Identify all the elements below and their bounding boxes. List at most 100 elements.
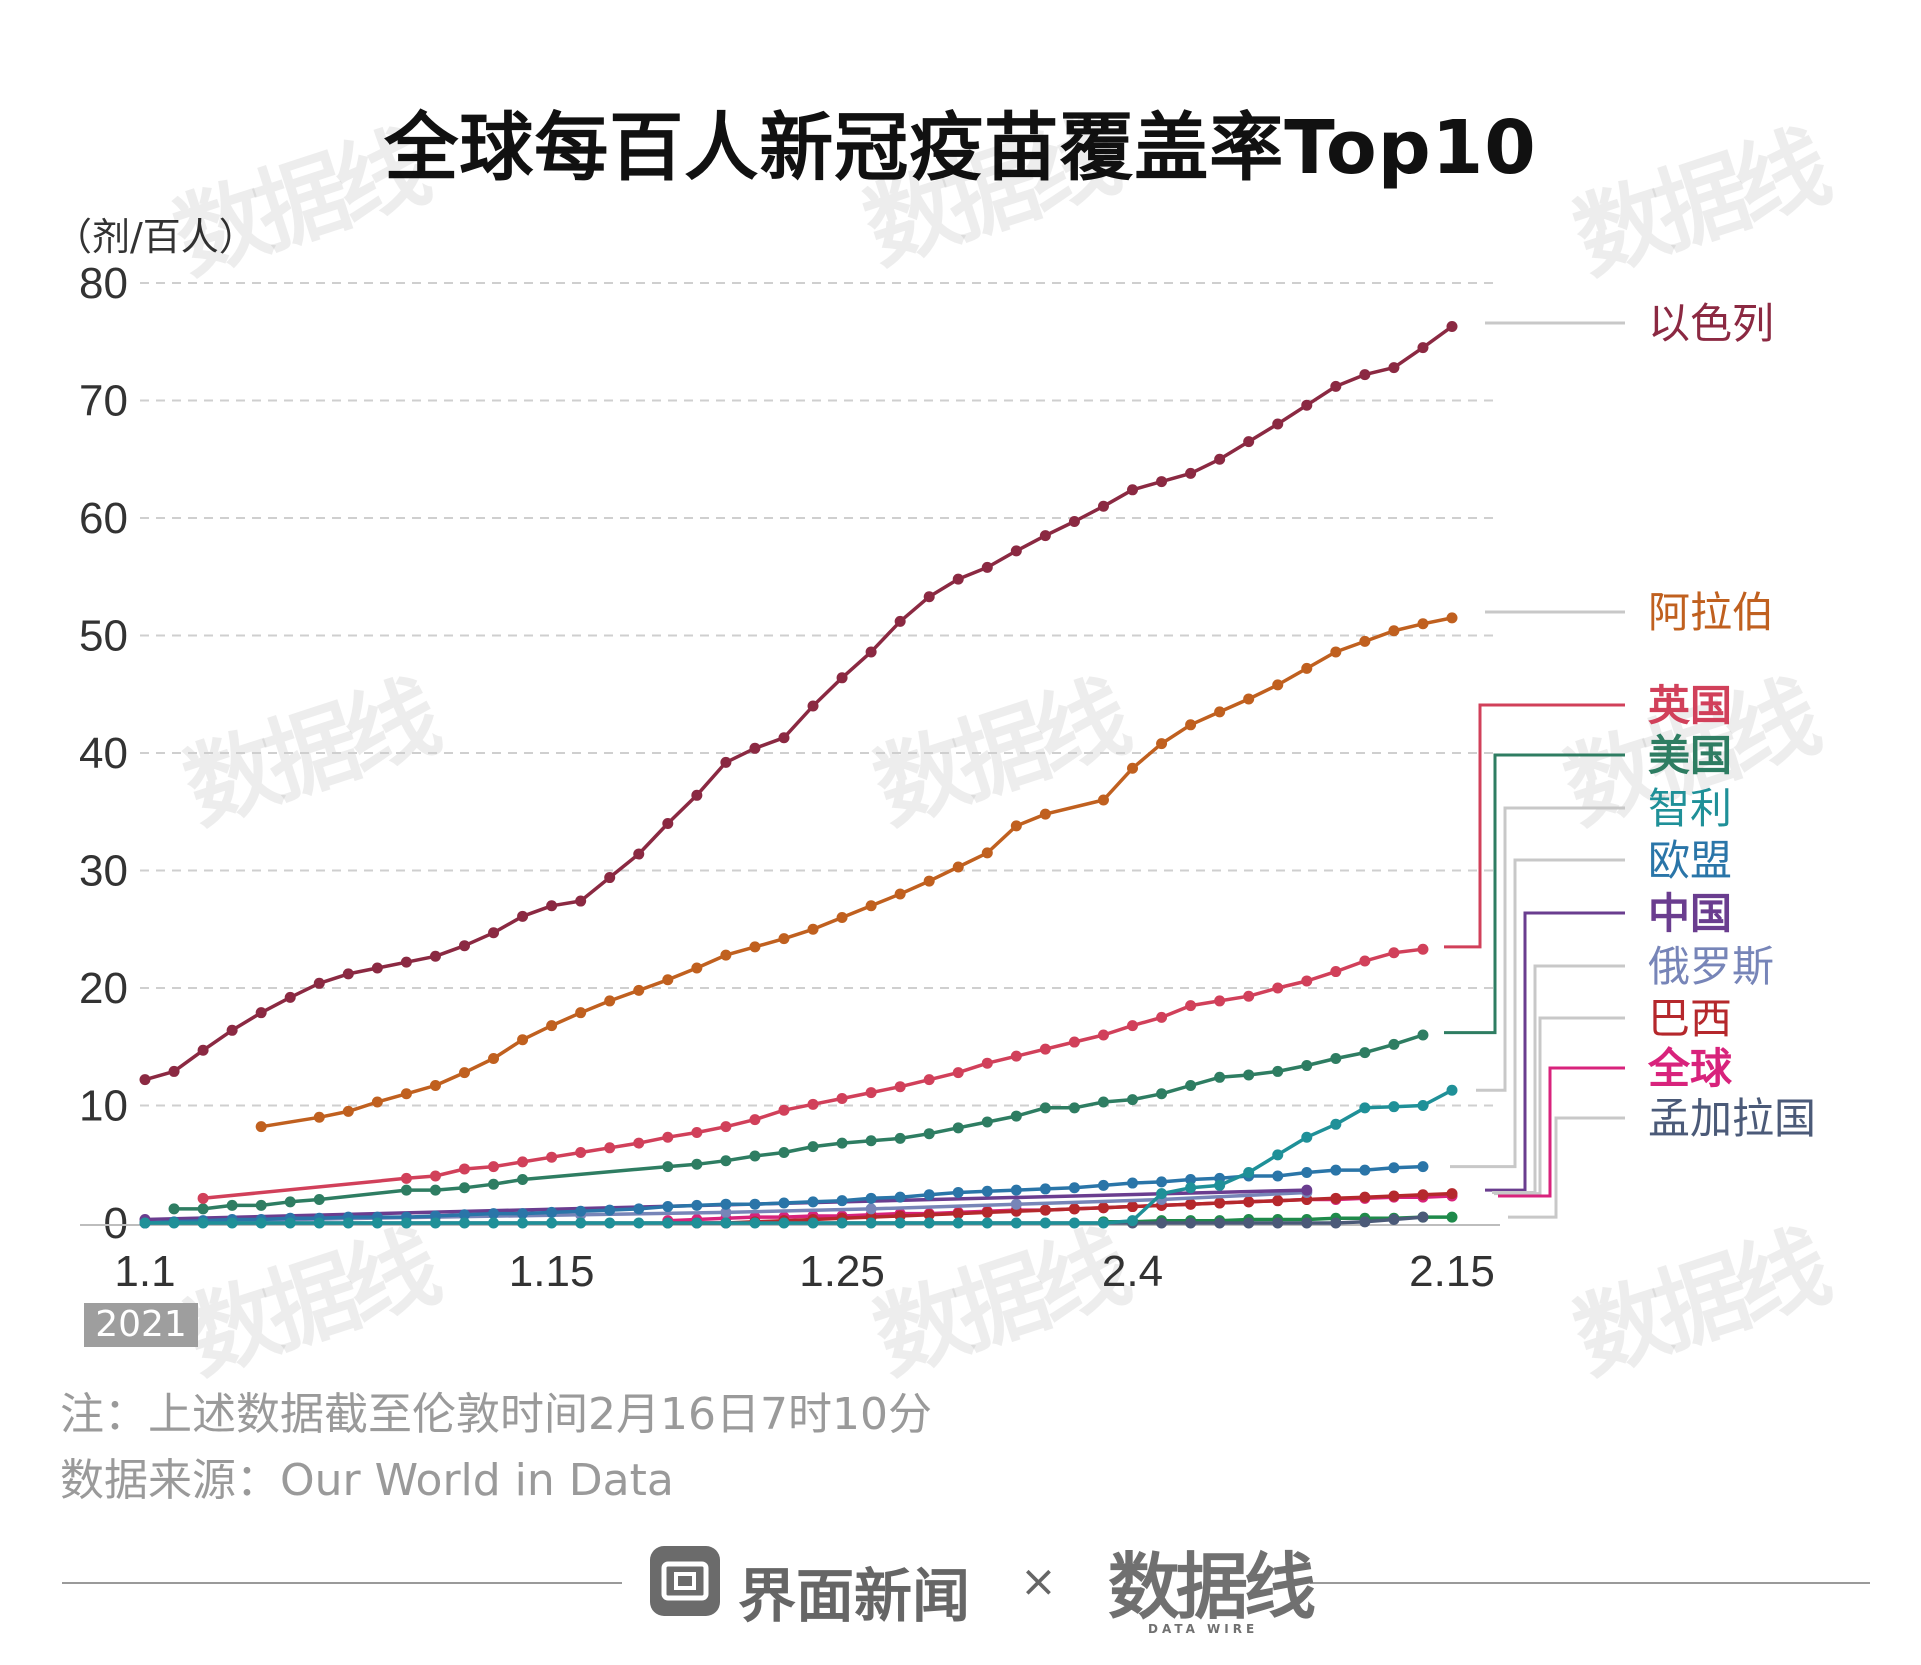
data-point	[1010, 1184, 1022, 1196]
y-tick-label: 30	[79, 847, 128, 896]
data-point	[778, 1197, 790, 1209]
data-point	[981, 561, 993, 573]
leader-line	[1485, 911, 1625, 1192]
data-point	[400, 956, 412, 968]
data-point	[894, 615, 906, 627]
data-point	[836, 912, 848, 923]
data-point	[778, 732, 790, 744]
data-point	[1214, 453, 1226, 465]
data-point	[1214, 1179, 1226, 1191]
data-point	[720, 1198, 732, 1210]
data-point	[662, 1217, 674, 1229]
data-point	[342, 968, 354, 980]
series-label: 中国	[1648, 889, 1732, 938]
data-point	[836, 1195, 848, 1207]
y-tick-label: 50	[79, 612, 128, 661]
data-point	[1185, 1080, 1197, 1092]
data-point	[517, 1208, 529, 1220]
data-point	[1359, 1102, 1371, 1114]
data-point	[778, 1217, 790, 1229]
data-point	[749, 1217, 761, 1229]
data-point	[720, 756, 732, 768]
data-point	[981, 1116, 993, 1128]
data-point	[865, 1203, 877, 1215]
data-point	[749, 941, 761, 953]
data-point	[1417, 943, 1429, 955]
data-point	[400, 1184, 412, 1196]
data-point	[1097, 1096, 1109, 1108]
data-point	[226, 1024, 238, 1036]
data-point	[691, 789, 703, 801]
data-point	[807, 1196, 819, 1208]
data-point	[1388, 1213, 1400, 1225]
data-point	[749, 1150, 761, 1162]
x-tick-label: 2.4	[1102, 1247, 1163, 1296]
data-point	[371, 962, 383, 974]
data-point	[1359, 1191, 1371, 1203]
series-line	[144, 325, 1454, 1082]
series-label: 孟加拉国	[1648, 1094, 1816, 1143]
data-point	[836, 672, 848, 684]
data-point	[633, 1137, 645, 1149]
data-point	[197, 1044, 209, 1056]
data-point	[633, 1217, 645, 1229]
data-point	[807, 1141, 819, 1153]
data-point	[488, 1178, 500, 1190]
data-point	[458, 1067, 470, 1079]
data-point	[952, 1186, 964, 1198]
data-point	[168, 1217, 180, 1229]
data-point	[1185, 467, 1197, 479]
data-point	[1417, 342, 1429, 354]
data-point	[1039, 1217, 1051, 1229]
data-point	[313, 1194, 325, 1205]
data-point	[1388, 947, 1400, 959]
series-label: 美国	[1648, 731, 1732, 780]
data-point	[1097, 1029, 1109, 1041]
footer-divider	[62, 1582, 622, 1584]
data-point	[1010, 820, 1022, 832]
data-point	[546, 1206, 558, 1218]
data-point	[1330, 646, 1342, 658]
data-point	[952, 1122, 964, 1134]
chart-title: 全球每百人新冠疫苗覆盖率Top10	[384, 105, 1537, 191]
data-point	[1068, 516, 1080, 528]
data-point	[197, 1217, 209, 1229]
data-point	[1127, 1215, 1139, 1227]
data-point	[1039, 808, 1051, 820]
data-point	[517, 1174, 529, 1186]
data-point	[952, 573, 964, 585]
data-point	[517, 1156, 529, 1168]
data-point	[1068, 1203, 1080, 1215]
data-point	[342, 1105, 354, 1117]
y-tick-label: 80	[79, 259, 128, 308]
data-point	[1359, 1047, 1371, 1059]
data-point	[575, 895, 587, 907]
data-point	[1185, 1182, 1197, 1194]
data-point	[371, 1096, 383, 1108]
data-point	[255, 1007, 267, 1019]
leader-line	[1508, 1116, 1625, 1219]
data-point	[604, 872, 616, 884]
data-point	[662, 974, 674, 986]
data-point	[981, 1057, 993, 1069]
data-point	[1359, 955, 1371, 967]
data-point	[400, 1088, 412, 1100]
data-point	[1272, 679, 1284, 691]
data-point	[1330, 1164, 1342, 1176]
series-label: 以色列	[1648, 299, 1774, 348]
data-point	[255, 1217, 267, 1229]
data-point	[1097, 794, 1109, 806]
data-point	[662, 1161, 674, 1173]
leader-line	[1444, 753, 1625, 1035]
series-label: 欧盟	[1648, 836, 1732, 885]
data-point	[691, 1158, 703, 1170]
data-point	[981, 1217, 993, 1229]
data-point	[836, 1092, 848, 1104]
data-point	[458, 1209, 470, 1221]
data-point	[1359, 369, 1371, 381]
data-point	[1243, 693, 1255, 705]
data-point	[604, 1142, 616, 1154]
data-point	[1010, 545, 1022, 557]
data-point	[720, 949, 732, 961]
